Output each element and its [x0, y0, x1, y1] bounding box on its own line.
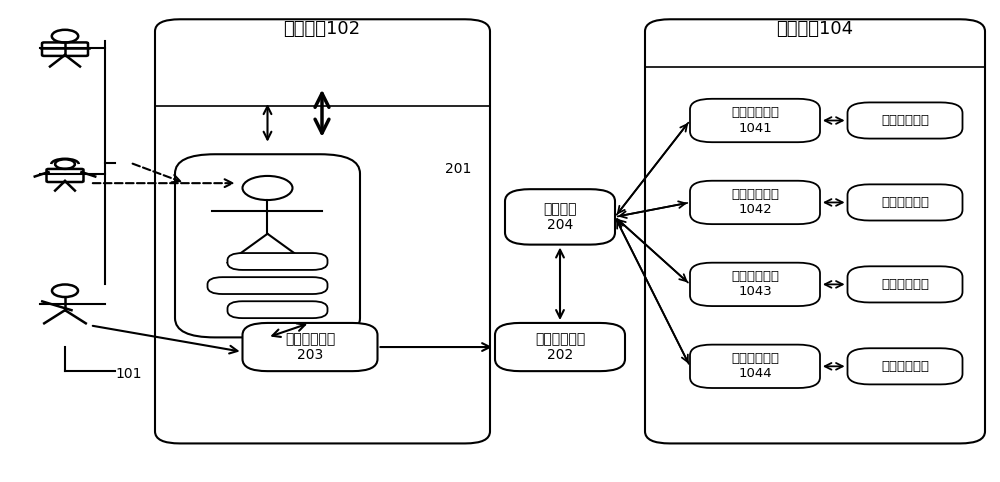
FancyBboxPatch shape [242, 323, 378, 371]
Text: 接口单元
204: 接口单元 204 [543, 202, 577, 232]
Text: 101: 101 [115, 367, 142, 381]
FancyBboxPatch shape [175, 154, 360, 337]
FancyBboxPatch shape [848, 184, 962, 220]
Text: 认知计算接口
1043: 认知计算接口 1043 [731, 270, 779, 298]
FancyBboxPatch shape [848, 103, 962, 139]
Text: 输入输出装置
203: 输入输出装置 203 [285, 332, 335, 362]
Text: 情感计算逻辑: 情感计算逻辑 [881, 360, 929, 373]
FancyBboxPatch shape [42, 42, 88, 56]
Text: 数据处理单元
202: 数据处理单元 202 [535, 332, 585, 362]
Text: 语义理解接口
1041: 语义理解接口 1041 [731, 107, 779, 134]
FancyBboxPatch shape [690, 263, 820, 306]
FancyBboxPatch shape [46, 169, 84, 182]
FancyBboxPatch shape [690, 345, 820, 388]
Text: 认知计算逻辑: 认知计算逻辑 [881, 278, 929, 291]
FancyBboxPatch shape [227, 301, 328, 318]
Text: 云端大脑104: 云端大脑104 [776, 20, 854, 38]
Text: 语义理解逻辑: 语义理解逻辑 [881, 114, 929, 127]
FancyBboxPatch shape [848, 266, 962, 303]
Text: 情感计算接口
1044: 情感计算接口 1044 [731, 352, 779, 380]
FancyBboxPatch shape [207, 277, 327, 294]
FancyBboxPatch shape [690, 99, 820, 142]
FancyBboxPatch shape [848, 348, 962, 385]
Text: 智能终端102: 智能终端102 [283, 20, 361, 38]
FancyBboxPatch shape [645, 19, 985, 443]
Text: 视觉识别逻辑: 视觉识别逻辑 [881, 196, 929, 209]
FancyBboxPatch shape [227, 253, 328, 270]
FancyBboxPatch shape [495, 323, 625, 371]
FancyBboxPatch shape [690, 181, 820, 224]
FancyBboxPatch shape [505, 189, 615, 244]
Text: 视觉识别接口
1042: 视觉识别接口 1042 [731, 188, 779, 216]
FancyBboxPatch shape [155, 19, 490, 443]
Text: 201: 201 [445, 161, 471, 176]
